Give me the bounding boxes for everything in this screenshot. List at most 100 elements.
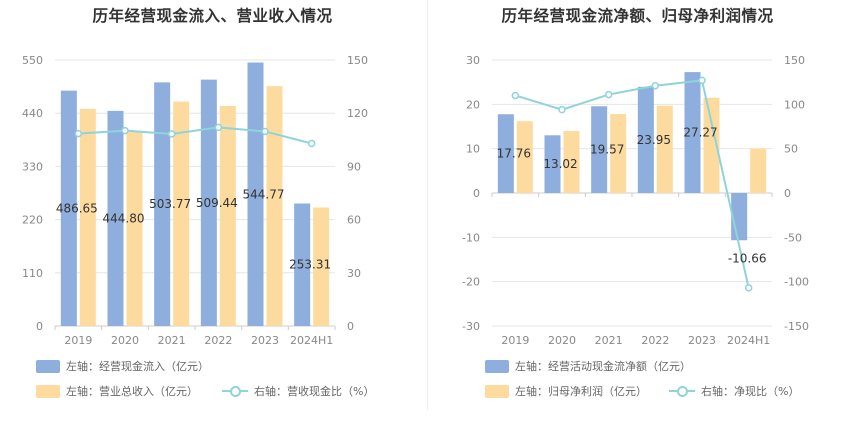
- legend-label: 右轴：营收现金比（%）: [254, 385, 375, 398]
- y-left-tick-label: 440: [22, 107, 43, 120]
- y-right-tick-label: -50: [784, 231, 802, 244]
- bar-data-label: 253.31: [289, 258, 331, 272]
- right-chart-svg: -30-20-100102030-150-100-500501001502019…: [462, 54, 809, 347]
- y-right-tick-label: 150: [347, 54, 368, 67]
- bar-orange: [703, 97, 720, 193]
- y-right-tick-label: 30: [347, 267, 361, 280]
- bar-blue: [294, 203, 311, 326]
- bar-data-label: 503.77: [149, 197, 191, 211]
- bar-blue: [154, 82, 171, 326]
- bar-data-label: 444.80: [103, 211, 145, 225]
- x-tick-label: 2021: [158, 334, 186, 347]
- ratio-point: [744, 284, 753, 292]
- y-left-tick-label: 550: [22, 54, 43, 67]
- y-right-tick-label: 120: [347, 107, 368, 120]
- y-right-tick-label: -150: [784, 320, 809, 333]
- legend-item-net-profit[interactable]: 左轴：归母净利润（亿元）: [485, 383, 647, 399]
- ratio-point: [74, 129, 83, 138]
- ratio-point: [604, 90, 613, 99]
- bar-orange: [750, 148, 767, 193]
- bar-data-label: 17.76: [497, 147, 531, 161]
- y-right-tick-label: 60: [347, 214, 361, 227]
- bar-orange: [656, 105, 673, 193]
- y-left-tick-label: -10: [462, 231, 480, 244]
- y-right-tick-label: 50: [784, 143, 798, 156]
- ratio-point: [698, 76, 706, 85]
- legend-label: 左轴：经营现金流入（亿元）: [66, 360, 209, 373]
- bar-data-label: 509.44: [196, 196, 238, 210]
- bar-blue: [200, 79, 217, 326]
- legend-item-net-cash-flow[interactable]: 左轴：经营活动现金流净额（亿元）: [485, 358, 691, 374]
- right-chart-title: 历年经营现金流净额、归母净利润情况: [501, 7, 774, 25]
- left-chart-title: 历年经营现金流入、营业收入情况: [92, 7, 333, 25]
- bar-blue: [544, 135, 561, 193]
- y-right-tick-label: 90: [347, 160, 361, 173]
- y-left-tick-label: 0: [36, 320, 43, 333]
- y-right-tick-label: -100: [784, 276, 809, 289]
- x-tick-label: 2020: [111, 334, 139, 347]
- bar-orange: [79, 108, 96, 326]
- ratio-point: [167, 130, 176, 138]
- x-tick-label: 2021: [595, 334, 623, 347]
- ratio-point: [121, 126, 129, 135]
- left-chart-svg: 0 110 220 330 440 550 0 30 60 90 120 150 2019 2020 202…: [22, 54, 368, 347]
- legend-swatch-orange: [485, 384, 509, 398]
- bar-data-label: -10.66: [728, 251, 767, 265]
- x-tick-label: 2024H1: [290, 334, 333, 347]
- y-right-tick-label: 0: [784, 187, 791, 200]
- x-tick-label: 2022: [204, 334, 232, 347]
- y-left-tick-label: 110: [22, 267, 43, 280]
- right-chart-panel: 历年经营现金流净额、归母净利润情况 -30 -20 -10 0 10 20 30 -150 -1…: [425, 0, 850, 437]
- bar-blue: [637, 86, 654, 193]
- bar-blue: [684, 72, 701, 193]
- legend-label: 左轴：归母净利润（亿元）: [515, 385, 647, 398]
- legend-swatch-blue: [485, 359, 509, 373]
- y-left-tick-label: -20: [462, 276, 480, 289]
- bar-data-label: 19.57: [590, 143, 624, 157]
- bar-orange: [219, 105, 236, 326]
- y-right-tick-label: 0: [347, 320, 354, 333]
- y-left-tick-label: 0: [473, 187, 480, 200]
- legend-item-net-cash-ratio[interactable]: 右轴：净现比（%）: [669, 383, 799, 399]
- x-tick-label: 2022: [641, 334, 669, 347]
- x-tick-label: 2019: [501, 334, 529, 347]
- legend-item-revenue[interactable]: 左轴：营业总收入（亿元）: [36, 383, 198, 399]
- legend-item-cash-inflow[interactable]: 左轴：经营现金流入（亿元）: [36, 358, 209, 374]
- ratio-point: [558, 105, 566, 114]
- y-left-tick-label: 330: [22, 160, 43, 173]
- legend-item-revenue-cash-ratio[interactable]: 右轴：营收现金比（%）: [222, 383, 374, 399]
- legend-swatch-blue: [36, 359, 60, 373]
- ratio-line: [78, 126, 312, 145]
- y-right-tick-label: 100: [784, 98, 805, 111]
- legend-line-marker-icon: [669, 385, 695, 397]
- bar-orange: [610, 114, 627, 193]
- bar-data-label: 23.95: [637, 133, 671, 147]
- x-tick-label: 2023: [688, 334, 716, 347]
- legend-line-marker-icon: [222, 385, 248, 397]
- bar-blue: [60, 90, 77, 326]
- bar-orange: [266, 86, 283, 326]
- ratio-point: [651, 81, 660, 90]
- panel-divider: [427, 0, 428, 410]
- bar-orange: [126, 131, 143, 326]
- bar-orange: [563, 130, 580, 193]
- y-left-tick-label: 20: [466, 98, 480, 111]
- bar-blue: [107, 110, 124, 327]
- x-tick-label: 2023: [251, 334, 279, 347]
- y-right-tick-label: 150: [784, 54, 805, 67]
- bar-orange: [313, 207, 330, 326]
- ratio-point: [511, 91, 520, 100]
- ratio-point: [261, 127, 269, 136]
- legend-swatch-orange: [36, 384, 60, 398]
- y-left-tick-label: 220: [22, 214, 43, 227]
- x-tick-label: 2020: [548, 334, 576, 347]
- bar-orange: [516, 121, 533, 193]
- x-tick-label: 2024H1: [727, 334, 770, 347]
- legend-label: 左轴：营业总收入（亿元）: [66, 385, 198, 398]
- bar-blue: [247, 62, 264, 326]
- legend-label: 左轴：经营活动现金流净额（亿元）: [515, 360, 691, 373]
- x-tick-label: 2019: [64, 334, 92, 347]
- ratio-point: [214, 123, 223, 132]
- y-left-tick-label: 30: [466, 54, 480, 67]
- bar-blue: [497, 114, 514, 193]
